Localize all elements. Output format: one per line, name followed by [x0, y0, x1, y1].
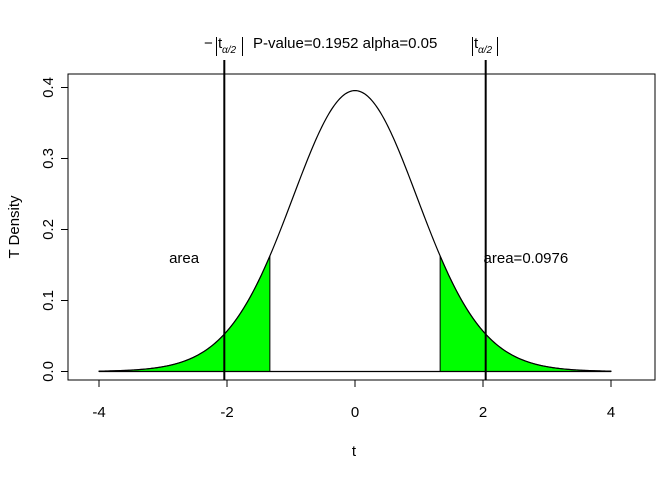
- x-tick-label: -2: [220, 404, 233, 421]
- x-tick-label: -4: [92, 404, 105, 421]
- y-axis: 0.0 0.1 0.2 0.3 0.4: [40, 77, 69, 382]
- shaded-tail-right: [439, 255, 612, 372]
- x-tick-label: 4: [607, 404, 615, 421]
- y-tick-label: 0.2: [40, 219, 57, 240]
- chart-title: − t α/2 P-value=0.1952 alpha=0.05 t α/2: [204, 35, 498, 56]
- left-critical-symbol: t: [218, 35, 223, 52]
- y-axis-label: T Density: [6, 195, 23, 259]
- area-annotation-left: area: [169, 250, 200, 267]
- x-axis: -4 -2 0 2 4: [92, 379, 615, 421]
- density-curve: [98, 89, 612, 372]
- left-critical-minus: −: [204, 35, 213, 52]
- plot-box: [67, 73, 656, 381]
- x-tick-label: 0: [351, 404, 359, 421]
- y-tick-label: 0.4: [40, 77, 57, 98]
- x-axis-label: t: [352, 443, 357, 460]
- left-critical-subscript: α/2: [222, 45, 236, 56]
- y-tick-label: 0.0: [40, 361, 57, 382]
- area-annotation-right: area=0.0976: [484, 250, 569, 267]
- p-value-title: P-value=0.1952 alpha=0.05: [253, 35, 437, 52]
- y-tick-label: 0.1: [40, 290, 57, 311]
- right-critical-subscript: α/2: [478, 45, 492, 56]
- x-tick-label: 2: [479, 404, 487, 421]
- y-tick-label: 0.3: [40, 148, 57, 169]
- right-critical-symbol: t: [474, 35, 479, 52]
- shaded-tail-left: [98, 255, 271, 372]
